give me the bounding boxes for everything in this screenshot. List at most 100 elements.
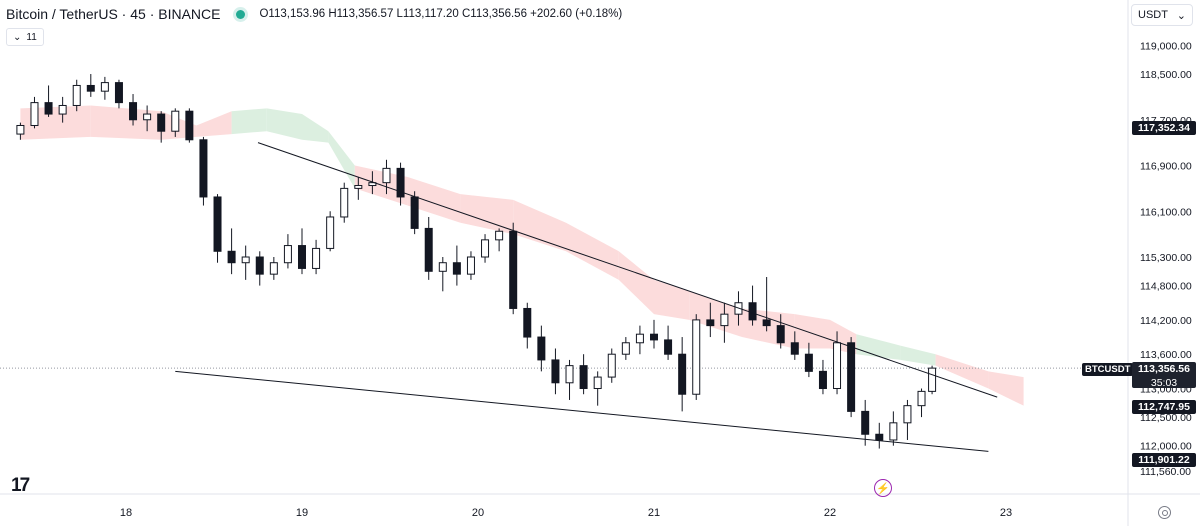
candle-body <box>269 262 278 275</box>
candle-body <box>227 250 236 264</box>
ichimoku-cloud-segment <box>618 251 654 315</box>
ichimoku-cloud-segment <box>689 291 742 338</box>
candle-body <box>495 230 504 241</box>
ichimoku-cloud-segment <box>566 222 619 280</box>
tradingview-logo-icon[interactable]: 17 <box>11 475 30 496</box>
candle-body <box>438 262 447 272</box>
ichimoku-cloud-segment <box>302 114 329 143</box>
candle-body <box>903 405 912 424</box>
price-scale-label: 114,800.00 <box>1140 281 1192 293</box>
candle-body <box>44 102 53 115</box>
candle-body <box>312 247 321 269</box>
candle-body <box>635 333 644 344</box>
symbol-title[interactable]: Bitcoin / TetherUS · 45 · BINANCE <box>6 6 221 22</box>
price-scale-label: 111,560.00 <box>1140 466 1191 478</box>
trendline <box>175 370 989 452</box>
candle-body <box>72 84 81 106</box>
price-tag-current: 113,356.56 35:03 <box>1132 362 1196 389</box>
candle-body <box>593 376 602 390</box>
candle-body <box>706 319 715 327</box>
time-axis-label: 21 <box>648 507 660 519</box>
price-tag-upper: 117,352.34 <box>1132 121 1196 135</box>
ichimoku-cloud-segment <box>328 131 355 189</box>
candle-body <box>283 245 292 264</box>
candle-body <box>720 313 729 327</box>
ichimoku-cloud-segment <box>900 345 936 366</box>
price-scale-label: 113,600.00 <box>1140 349 1192 361</box>
currency-select[interactable]: USDT ⌄ <box>1131 4 1193 26</box>
lightning-icon[interactable]: ⚡ <box>874 479 892 497</box>
candle-body <box>748 302 757 321</box>
currency-label: USDT <box>1138 9 1168 21</box>
ichimoku-cloud-segment <box>935 354 989 389</box>
candle-body <box>185 110 194 141</box>
candle-body <box>875 433 884 441</box>
candle-body <box>650 333 658 341</box>
ichimoku-cloud-segment <box>90 105 162 140</box>
current-price-label: 113,356.56 <box>1138 363 1190 375</box>
candle-body <box>889 422 898 441</box>
candle-body <box>213 196 222 252</box>
candle-body <box>396 167 405 198</box>
time-axis-label: 18 <box>120 507 132 519</box>
candle-body <box>340 187 349 218</box>
chevron-down-icon: ⌄ <box>13 31 22 43</box>
candle-body <box>790 342 799 355</box>
candle-body <box>129 102 138 121</box>
candle-body <box>847 342 856 412</box>
candle-body <box>621 342 630 355</box>
settings-icon[interactable] <box>1158 506 1171 519</box>
ichimoku-cloud-segment <box>196 111 232 137</box>
candle-body <box>565 365 574 384</box>
chart-header: Bitcoin / TetherUS · 45 · BINANCE O113,1… <box>0 0 1120 28</box>
candle-body <box>424 227 433 272</box>
candle-body <box>241 256 250 264</box>
candle-body <box>664 339 673 355</box>
candle-body <box>16 124 25 135</box>
candle-body <box>58 104 67 115</box>
candle-body <box>100 82 109 92</box>
candle-body <box>114 82 123 104</box>
time-axis-label: 23 <box>1000 507 1012 519</box>
candle-body <box>171 110 180 132</box>
candle-body <box>410 196 419 229</box>
candle-body <box>818 370 827 390</box>
candle-body <box>326 216 335 249</box>
candle-body <box>928 367 937 392</box>
ichimoku-cloud-segment <box>407 176 461 223</box>
price-scale-label: 116,100.00 <box>1140 206 1192 218</box>
ichimoku-cloud-segment <box>460 194 514 235</box>
indicator-count: 11 <box>26 31 37 43</box>
candle-body <box>551 359 560 384</box>
trendline <box>257 142 998 398</box>
time-axis-label: 20 <box>472 507 484 519</box>
candle-body <box>481 239 490 258</box>
ohlc-readout: O113,153.96 H113,356.57 L113,117.20 C113… <box>259 8 623 20</box>
price-scale-label: 118,500.00 <box>1140 69 1192 81</box>
ichimoku-cloud-segment <box>794 314 830 349</box>
ichimoku-cloud-segment <box>856 334 901 360</box>
time-axis-label: 22 <box>824 507 836 519</box>
price-scale-label: 114,200.00 <box>1140 315 1192 327</box>
indicator-collapse-button[interactable]: ⌄ 11 <box>6 28 44 46</box>
candle-body <box>452 262 461 275</box>
symbol-tag: BTCUSDT <box>1082 363 1134 376</box>
price-scale-label: 112,500.00 <box>1140 412 1192 424</box>
candle-body <box>776 325 785 344</box>
candle-body <box>804 353 813 372</box>
bar-countdown-label: 35:03 <box>1150 377 1178 389</box>
price-scale-label: 116,900.00 <box>1140 161 1192 173</box>
ichimoku-cloud-segment <box>231 108 267 135</box>
candle-body <box>917 390 926 407</box>
candle-body <box>199 139 208 198</box>
candle-body <box>833 342 842 390</box>
price-scale-label: 119,000.00 <box>1140 40 1192 52</box>
candle-body <box>255 256 264 275</box>
market-status-dot-icon <box>236 9 246 19</box>
candle-body <box>86 84 95 92</box>
candle-body <box>30 102 39 126</box>
candle-body <box>523 307 532 338</box>
candle-body <box>143 113 152 121</box>
ichimoku-cloud-segment <box>654 279 690 320</box>
